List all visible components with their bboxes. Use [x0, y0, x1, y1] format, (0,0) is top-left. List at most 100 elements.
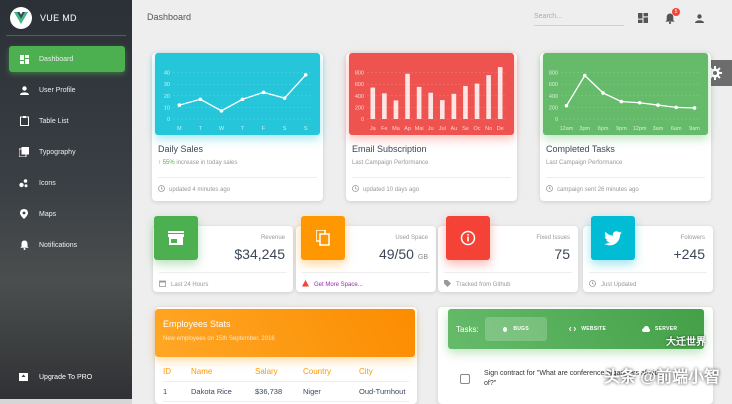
x-tick-label: 6pm: [598, 126, 609, 132]
sidebar-item-upgrade[interactable]: Upgrade To PRO: [9, 364, 125, 390]
completed-tasks-card: 800 600 400 200 0 12am 3pm 6pm 9pm 12pm 3am 6am 9am …: [540, 53, 711, 201]
sidebar-item-label: Dashboard: [39, 55, 74, 63]
table-row: 1 Dakota Rice $36,738 Niger Oud-Turnhout: [163, 382, 409, 402]
person-icon[interactable]: [693, 12, 705, 24]
chart-subtitle: ↑ 55% increase in today sales: [158, 160, 237, 166]
tag-icon: [444, 280, 451, 289]
location-icon: [19, 209, 29, 219]
brand-title: VUE MD: [40, 12, 77, 23]
sidebar-item-label: Typography: [39, 148, 76, 156]
column-header: ID: [163, 367, 171, 376]
tab-bugs[interactable]: BUGS: [484, 317, 547, 341]
y-tick-label: 30: [164, 82, 170, 88]
list-item: Sign contract for "What are conference o…: [460, 369, 664, 389]
sidebar-item-label: Maps: [39, 210, 57, 218]
sidebar-item-typography[interactable]: Typography: [9, 139, 125, 165]
x-tick-label: W: [219, 126, 225, 132]
data-point: [656, 103, 660, 107]
sidebar-item-maps[interactable]: Maps: [9, 201, 125, 227]
sidebar-item-icons[interactable]: Icons: [9, 170, 125, 196]
notifications-button[interactable]: 5: [664, 8, 680, 24]
daily-sales-card: 40 30 20 10 0 M T W T F S S Daily Sales ↑ 55% incre…: [152, 53, 323, 201]
subtitle-text: increase in today sales: [174, 160, 238, 166]
y-tick-label: 200: [549, 105, 558, 111]
warning-icon: [302, 280, 309, 289]
tasks-card: Tasks: BUGS WEBSITE SERVER Sign contract…: [438, 307, 713, 404]
chart-svg: 800 600 400 200 0 Ja Fe Ma Ap Mai Ju Jul Au Se Oc No De: [355, 67, 506, 132]
x-tick-label: Ju: [428, 126, 434, 132]
get-more-space-link[interactable]: Get More Space...: [314, 281, 363, 288]
sidebar-item-label: User Profile: [39, 86, 76, 94]
unarchive-icon: [19, 372, 29, 382]
library-books-icon: [19, 147, 29, 157]
data-point: [692, 106, 697, 110]
sidebar-item-dashboard[interactable]: Dashboard: [9, 46, 125, 72]
chart-footer: campaign sent 26 minutes ago: [546, 177, 705, 194]
bar: [451, 93, 457, 119]
table-cell: Dakota Rice: [191, 387, 232, 396]
x-tick-label: 12pm: [633, 126, 647, 132]
notification-badge: 5: [672, 8, 680, 16]
data-point: [619, 99, 624, 104]
sidebar-item-table-list[interactable]: Table List: [9, 108, 125, 134]
data-point: [674, 105, 679, 110]
y-tick-label: 600: [549, 82, 558, 88]
email-subscription-chart: 800 600 400 200 0 Ja Fe Ma Ap Mai Ju Jul Au Se Oc No De: [349, 53, 514, 135]
sidebar-item-label: Table List: [39, 117, 69, 125]
bell-icon: [665, 13, 675, 24]
chart-svg: 40 30 20 10 0 M T W T F S S: [164, 71, 312, 132]
footer-text: campaign sent 26 minutes ago: [557, 186, 639, 193]
calendar-icon: [159, 280, 166, 289]
brand[interactable]: VUE MD: [6, 0, 126, 36]
footer-text: updated 10 days ago: [363, 186, 420, 193]
x-tick-label: S: [304, 126, 308, 132]
column-header: Name: [191, 367, 213, 376]
watermark: 大迁世界 头条 @前端小智: [604, 337, 720, 387]
tab-server[interactable]: SERVER: [629, 317, 691, 341]
employees-header: Employees Stats New employees on 15th Se…: [155, 309, 415, 357]
bar: [474, 83, 480, 119]
bar: [370, 87, 376, 119]
watermark-subtitle: 大迁世界: [666, 337, 706, 348]
stat-footer: Just Updated: [589, 272, 707, 289]
footer-text: Just Updated: [601, 281, 637, 288]
horizontal-scrollbar[interactable]: [0, 399, 132, 404]
chart-subtitle: Last Campaign Performance: [546, 160, 623, 166]
search-input[interactable]: Search...: [534, 10, 624, 26]
sidebar-item-notifications[interactable]: Notifications: [9, 232, 125, 258]
stat-number: 49/50: [378, 246, 414, 262]
task-text: Sign contract for "What are conference o…: [484, 370, 659, 387]
y-tick-label: 20: [164, 94, 170, 100]
stat-category: Fixed Issues: [536, 235, 570, 241]
fixed-issues-stat-card: Fixed Issues 75 Tracked from Github: [438, 216, 578, 292]
y-tick-label: 0: [555, 117, 558, 123]
page-title: Dashboard: [147, 12, 192, 22]
bubble-chart-icon: [19, 178, 29, 188]
footer-text: Last 24 Hours: [171, 281, 209, 288]
bar: [405, 73, 410, 119]
x-tick-label: Fe: [381, 126, 387, 132]
stat-footer: Last 24 Hours: [159, 272, 287, 289]
arrow-up-icon: ↑: [158, 160, 161, 166]
x-tick-label: Ja: [370, 126, 377, 132]
x-tick-label: Se: [462, 126, 469, 132]
x-tick-label: 3am: [653, 126, 664, 132]
task-checkbox[interactable]: [460, 374, 470, 384]
bar: [416, 86, 422, 119]
x-tick-label: De: [497, 126, 504, 132]
stat-value: 75: [554, 246, 570, 262]
x-tick-label: T: [199, 126, 203, 132]
info-outline-icon: [446, 216, 490, 260]
stat-footer[interactable]: Get More Space...: [302, 272, 430, 289]
sidebar-item-user-profile[interactable]: User Profile: [9, 77, 125, 103]
bug-icon: [502, 326, 508, 332]
tab-website[interactable]: WEBSITE: [557, 317, 619, 341]
column-header: Salary: [255, 367, 278, 376]
code-icon: [569, 326, 577, 332]
cloud-icon: [642, 326, 651, 332]
sidebar-item-label: Upgrade To PRO: [39, 373, 93, 381]
tasks-header: Tasks: BUGS WEBSITE SERVER: [448, 309, 704, 349]
stat-value: 49/50 GB: [379, 246, 428, 262]
dashboard-icon[interactable]: [637, 12, 649, 24]
x-tick-label: 12am: [560, 126, 574, 132]
